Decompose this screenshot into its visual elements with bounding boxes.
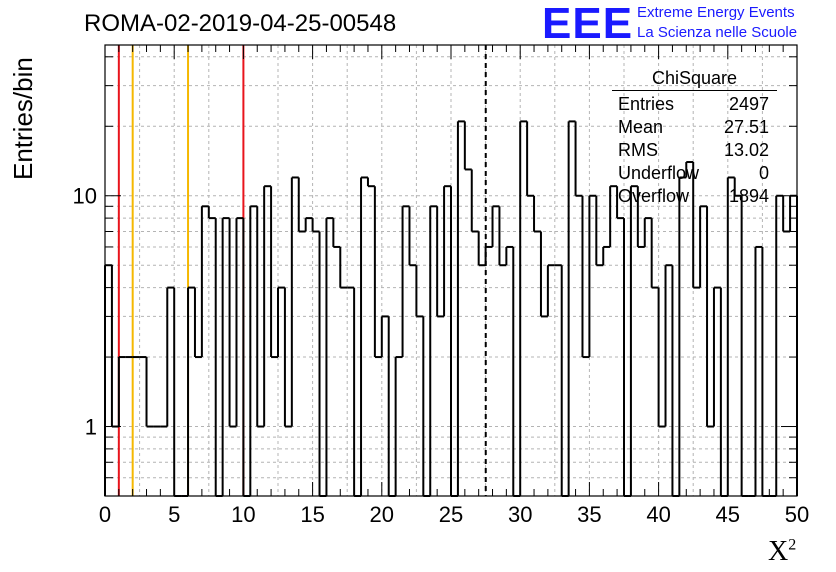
x-axis-label-sup: 2 bbox=[788, 536, 797, 554]
stats-label: Entries bbox=[618, 94, 675, 114]
stats-value: 27.51 bbox=[723, 117, 769, 137]
stats-label: RMS bbox=[618, 140, 658, 160]
histogram-layer bbox=[104, 120, 798, 497]
y-tick-label: 10 bbox=[73, 184, 97, 209]
x-tick-label: 0 bbox=[99, 502, 111, 527]
x-tick-label: 50 bbox=[785, 502, 809, 527]
grid-layer bbox=[105, 45, 797, 496]
stats-value: 0 bbox=[758, 163, 769, 183]
y-tick-label: 1 bbox=[85, 415, 97, 440]
x-tick-label: 10 bbox=[231, 502, 255, 527]
axes-layer: 0 5 10 15 20 25 30 35 40 45 50 1 10 bbox=[73, 44, 809, 527]
eee-logo: EEE bbox=[542, 0, 634, 48]
stats-value: 2497 bbox=[728, 94, 769, 114]
x-axis-label: X2 bbox=[768, 536, 796, 568]
stats-label: Overflow bbox=[618, 186, 690, 206]
x-tick-label: 15 bbox=[300, 502, 324, 527]
stats-row-mean: Mean 27.51 bbox=[612, 116, 777, 139]
stats-row-entries: Entries 2497 bbox=[612, 93, 777, 116]
stats-row-overflow: Overflow 1894 bbox=[612, 185, 777, 208]
logo-subtitle-line1: Extreme Energy Events bbox=[637, 4, 795, 21]
x-tick-label: 30 bbox=[508, 502, 532, 527]
stats-label: Mean bbox=[618, 117, 664, 137]
x-axis-label-base: X bbox=[768, 536, 789, 567]
stats-label: Underflow bbox=[618, 163, 700, 183]
stats-row-rms: RMS 13.02 bbox=[612, 139, 777, 162]
stats-box: ChiSquare Entries 2497 Mean 27.51 RMS 13.02… bbox=[612, 68, 777, 208]
chart-title: ROMA-02-2019-04-25-00548 bbox=[84, 10, 397, 37]
x-tick-label: 25 bbox=[439, 502, 463, 527]
stats-value: 13.02 bbox=[723, 140, 769, 160]
logo-subtitle-line2: La Scienza nelle Scuole bbox=[637, 24, 798, 41]
x-tick-label: 40 bbox=[646, 502, 670, 527]
stats-value: 1894 bbox=[728, 186, 769, 206]
stats-row-underflow: Underflow 0 bbox=[612, 162, 777, 185]
x-tick-label: 20 bbox=[370, 502, 394, 527]
x-tick-label: 35 bbox=[577, 502, 601, 527]
x-tick-label: 5 bbox=[168, 502, 180, 527]
y-axis-label: Entries/bin bbox=[8, 57, 38, 180]
x-tick-label: 45 bbox=[716, 502, 740, 527]
stats-title: ChiSquare bbox=[612, 68, 777, 91]
